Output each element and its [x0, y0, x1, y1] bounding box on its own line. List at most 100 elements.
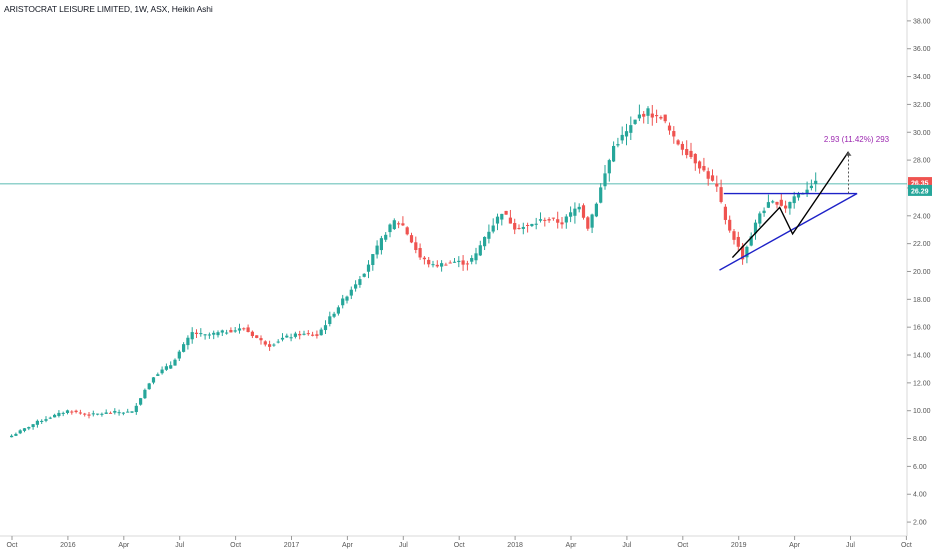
candle-body — [564, 216, 568, 223]
support-line[interactable] — [719, 192, 858, 271]
time-axis[interactable]: Oct 2016 Apr Jul Oct 2017 Apr Jul Oct 2018 Apr Jul O… — [7, 536, 912, 549]
candle-body — [418, 248, 422, 258]
y-tick-label: 24.00 — [913, 213, 931, 220]
candle-body — [362, 273, 366, 277]
candle-body — [452, 261, 457, 263]
price-axis[interactable]: 2.00 4.00 6.00 8.00 10.00 12.00 14.00 16.00 18.0… — [907, 18, 931, 527]
x-tick-label: 2019 — [731, 542, 747, 549]
candle-body — [422, 257, 426, 260]
x-tick-label: Jul — [846, 542, 855, 549]
candle-body — [749, 236, 753, 246]
candle-body — [280, 337, 285, 340]
candle-body — [160, 369, 164, 374]
candle-body — [164, 366, 168, 370]
candle-body — [766, 202, 770, 208]
candle-body — [556, 219, 560, 223]
candle-body — [603, 173, 607, 187]
candle-body — [659, 116, 663, 119]
y-tick-label: 22.00 — [913, 241, 931, 248]
candle-body — [147, 383, 151, 390]
candle-body — [741, 246, 745, 260]
candle-body — [474, 253, 478, 261]
candle-body — [199, 333, 203, 335]
y-tick-label: 16.00 — [913, 325, 931, 332]
candle-body — [792, 196, 796, 204]
x-tick-label: 2017 — [284, 542, 300, 549]
candle-body — [392, 220, 396, 230]
candle-body — [483, 236, 487, 247]
pattern-zigzag-line[interactable] — [731, 151, 850, 259]
candle-body — [538, 219, 543, 221]
candle-body — [126, 411, 130, 413]
y-tick-label: 10.00 — [913, 408, 931, 415]
candle-body — [698, 161, 702, 169]
candle-body — [753, 222, 758, 234]
candle-body — [547, 219, 551, 221]
candle-body — [590, 214, 594, 228]
candle-body — [371, 254, 375, 265]
y-tick-label: 36.00 — [913, 46, 931, 53]
candle-body — [457, 260, 461, 263]
candle-body — [117, 412, 121, 414]
candle-body — [796, 193, 801, 198]
candle-body — [40, 420, 44, 422]
candle-body — [736, 236, 740, 247]
x-tick-label: Apr — [118, 542, 130, 549]
candle-body — [530, 223, 534, 227]
candle-body — [642, 113, 646, 117]
candle-body — [328, 316, 332, 324]
candle-body — [345, 296, 349, 301]
candle-body — [719, 187, 723, 202]
candle-body — [78, 412, 82, 414]
candle-series — [10, 104, 818, 438]
y-tick-label: 14.00 — [913, 353, 931, 360]
candle-body — [268, 344, 272, 347]
candle-body — [758, 213, 762, 224]
last-price-tag — [908, 177, 932, 189]
x-tick-label: Jul — [175, 542, 184, 549]
candle-body — [478, 245, 482, 256]
candle-body — [633, 119, 637, 124]
candle-body — [74, 410, 78, 413]
candle-body — [461, 260, 465, 265]
candle-body — [693, 153, 697, 164]
chart-title: ARISTOCRAT LEISURE LIMITED, 1W, ASX, Hei… — [4, 4, 213, 14]
candle-body — [487, 231, 491, 239]
candle-body — [775, 201, 779, 205]
candle-body — [259, 338, 263, 341]
x-tick-label: Oct — [230, 542, 241, 549]
candle-body — [685, 149, 689, 156]
x-tick-label: Oct — [677, 542, 688, 549]
candle-body — [323, 325, 328, 331]
candle-body — [366, 264, 371, 272]
candle-body — [220, 330, 224, 333]
candle-body — [397, 223, 401, 225]
candle-body — [10, 435, 14, 438]
candle-body — [177, 351, 181, 359]
candle-body — [246, 327, 250, 332]
candle-body — [534, 223, 538, 225]
candle-body — [113, 410, 117, 413]
candle-body — [108, 412, 113, 414]
candle-body — [624, 131, 629, 137]
candle-body — [375, 245, 379, 255]
candle-body — [513, 223, 517, 230]
candle-body — [401, 223, 405, 226]
x-tick-label: Oct — [7, 542, 18, 549]
x-tick-label: Oct — [901, 542, 912, 549]
candle-body — [594, 203, 598, 217]
x-tick-label: Oct — [454, 542, 465, 549]
candle-body — [607, 160, 611, 174]
candle-body — [762, 210, 766, 214]
candle-body — [560, 222, 564, 225]
candle-body — [100, 413, 104, 415]
candle-body — [784, 205, 788, 209]
drawings-layer: 2.93 (11.42%) 293 — [719, 135, 890, 271]
candle-body — [491, 225, 495, 232]
candle-body — [586, 217, 590, 229]
candle-body — [663, 114, 667, 122]
candle-body — [646, 108, 650, 116]
candle-body — [465, 263, 469, 265]
candle-body — [616, 144, 620, 146]
